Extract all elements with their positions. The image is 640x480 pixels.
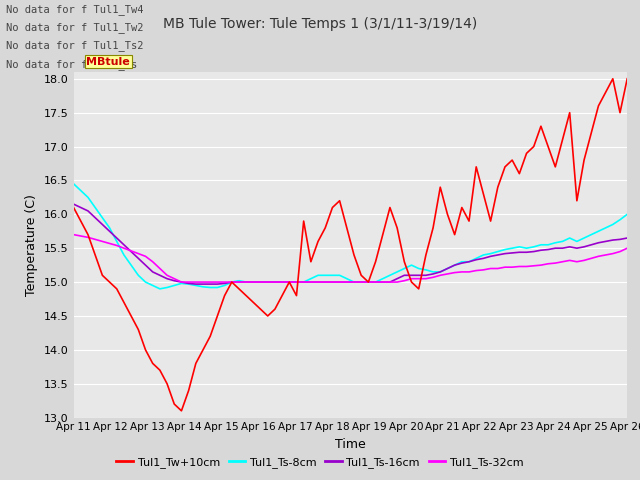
X-axis label: Time: Time: [335, 438, 366, 451]
Text: No data for f Tul1_Tw4: No data for f Tul1_Tw4: [6, 4, 144, 15]
Text: No data for f Tul1_Tw2: No data for f Tul1_Tw2: [6, 22, 144, 33]
Legend: Tul1_Tw+10cm, Tul1_Ts-8cm, Tul1_Ts-16cm, Tul1_Ts-32cm: Tul1_Tw+10cm, Tul1_Ts-8cm, Tul1_Ts-16cm,…: [112, 452, 528, 472]
Text: MBtule: MBtule: [86, 57, 130, 67]
Text: MB Tule Tower: Tule Temps 1 (3/1/11-3/19/14): MB Tule Tower: Tule Temps 1 (3/1/11-3/19…: [163, 17, 477, 31]
Text: No data for f Tul1_Ts: No data for f Tul1_Ts: [6, 59, 138, 70]
Text: No data for f Tul1_Ts2: No data for f Tul1_Ts2: [6, 40, 144, 51]
Y-axis label: Temperature (C): Temperature (C): [26, 194, 38, 296]
